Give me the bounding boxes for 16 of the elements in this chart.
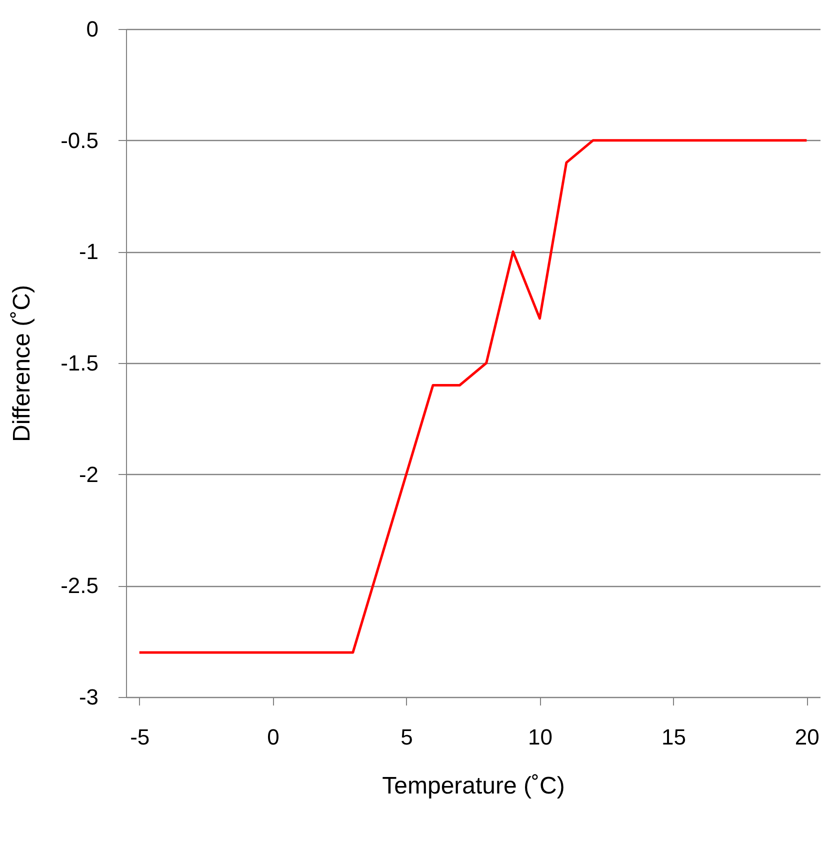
y-tick-label: -0.5 [60,128,98,153]
y-tick-label: -1.5 [60,350,98,376]
x-tick-label: 5 [400,724,413,750]
line-series [138,139,808,654]
x-tick-label: 10 [528,724,552,750]
y-axis-title: Difference (˚C) [8,285,36,442]
x-tick-label: 15 [661,724,686,750]
y-tick-label: -1 [78,239,98,264]
y-tick-label: -3 [78,684,98,710]
x-tick-label: 20 [794,724,820,750]
x-tick-label: -5 [130,724,150,750]
x-axis-title: Temperature (˚C) [382,772,565,800]
y-tick-label: 0 [86,16,98,42]
y-tick-label: -2.5 [60,573,98,598]
y-tick-label: -2 [78,462,98,487]
x-tick-label: 0 [267,724,280,750]
